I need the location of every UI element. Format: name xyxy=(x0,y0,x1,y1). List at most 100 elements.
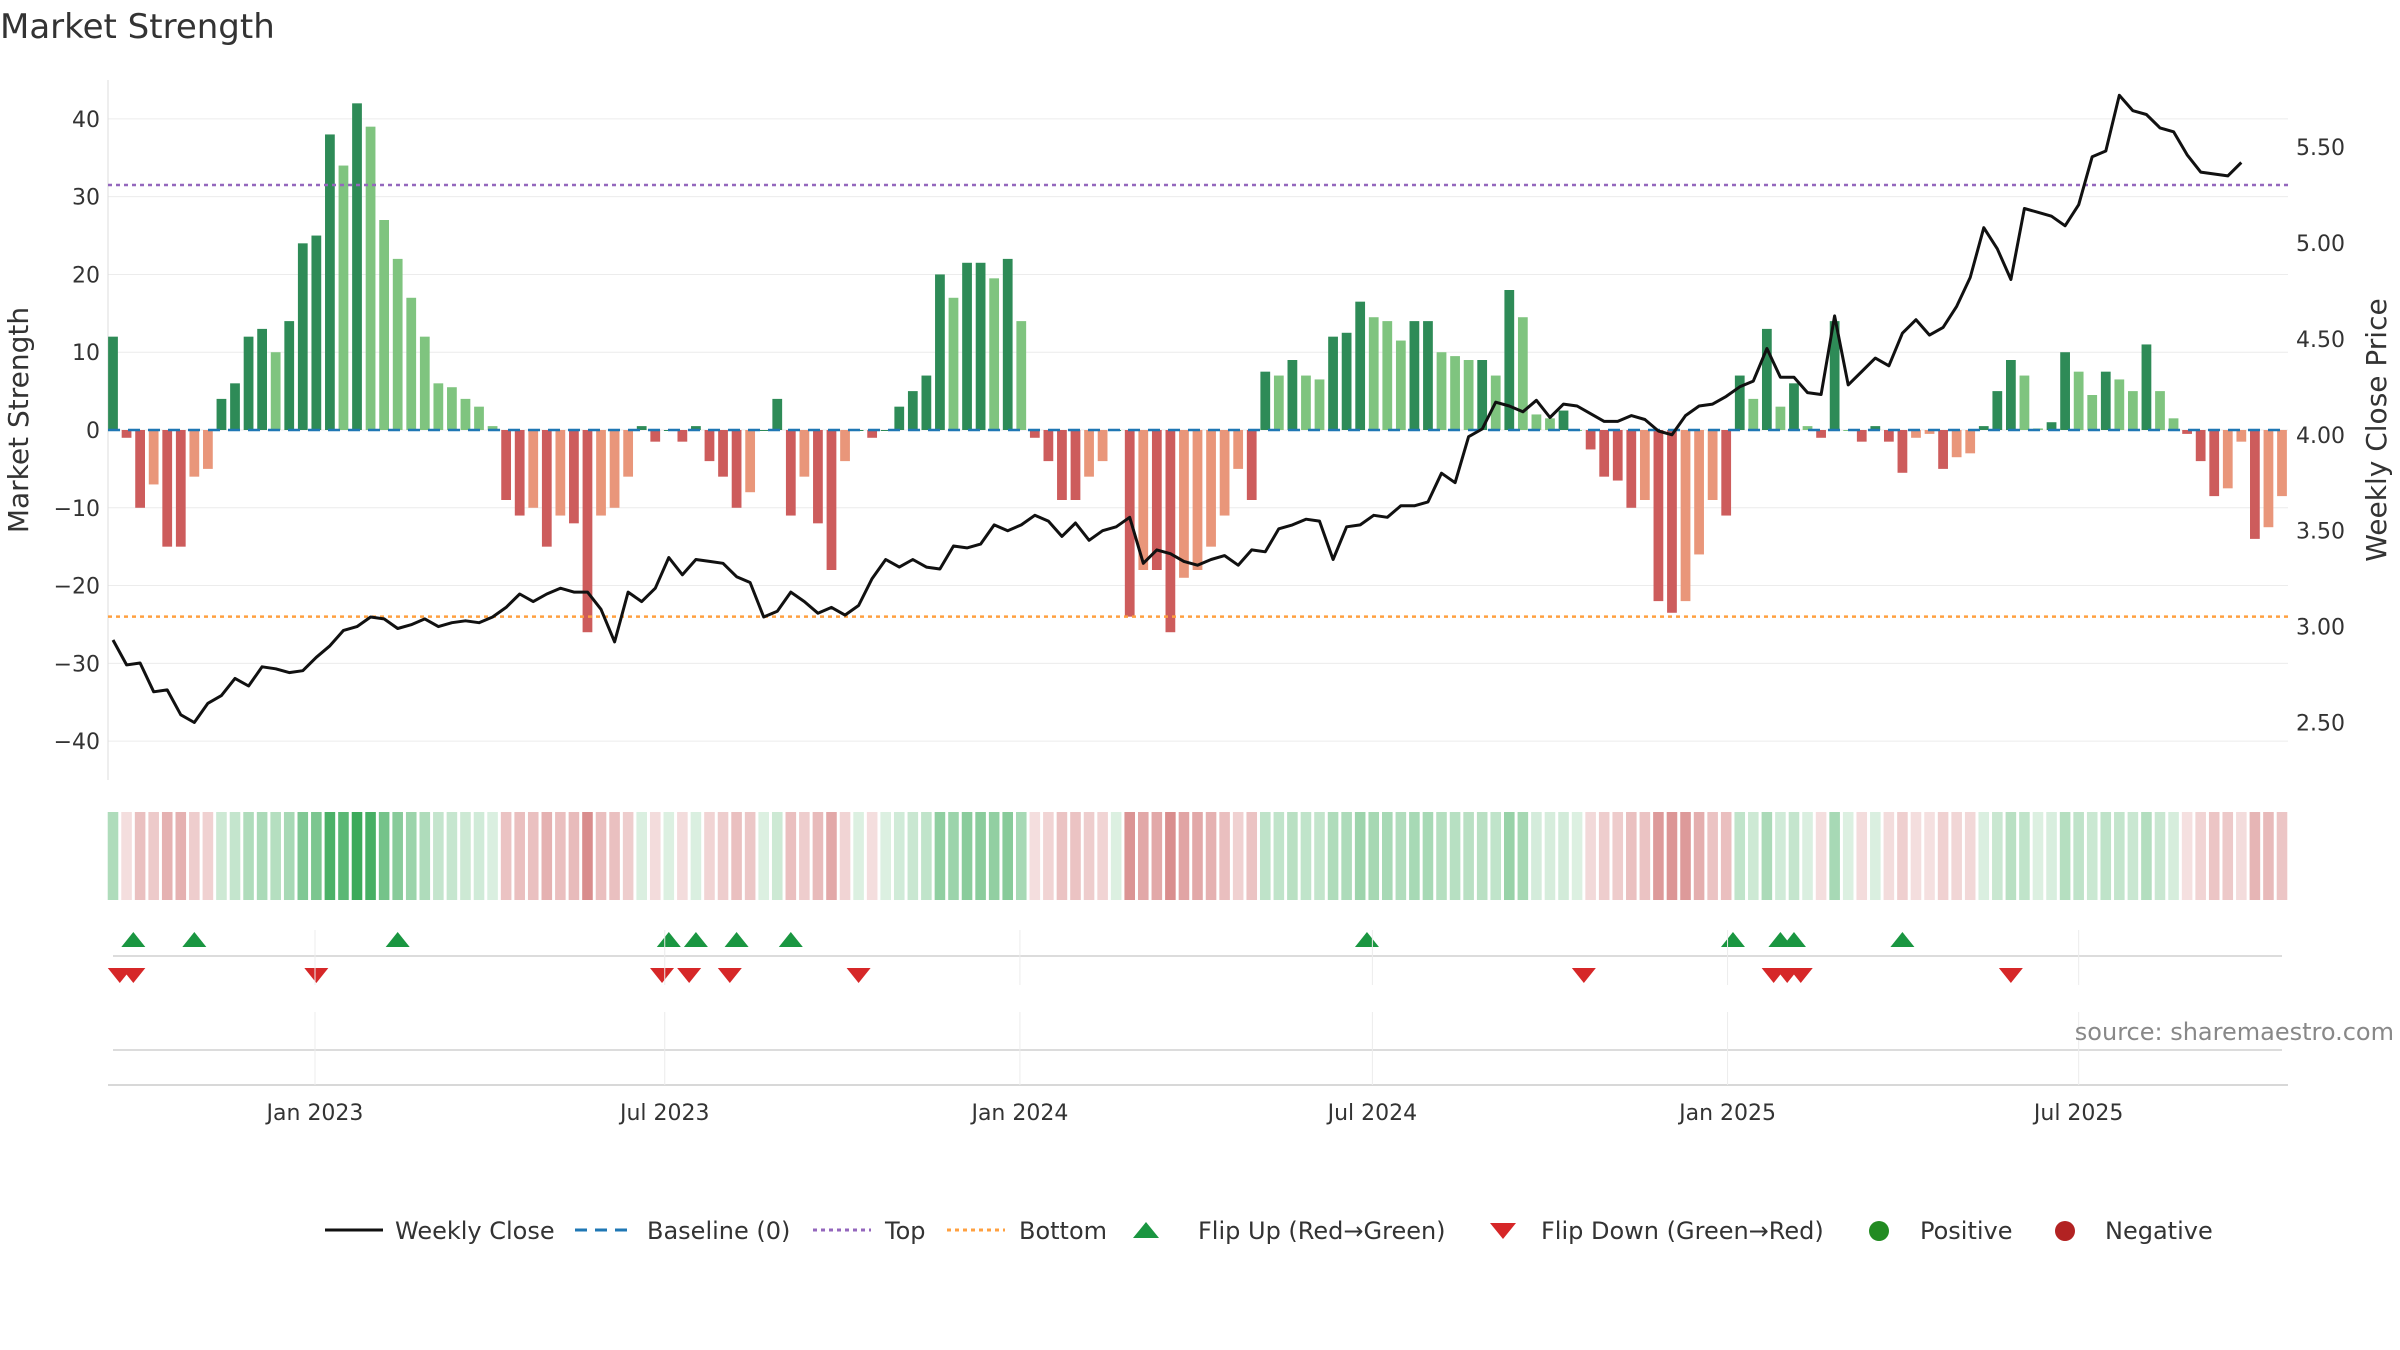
heat-cell xyxy=(229,812,241,900)
left-tick-label: −30 xyxy=(54,652,100,677)
flip-down-marker xyxy=(304,968,329,983)
heat-cell xyxy=(2249,812,2261,900)
strength-bar xyxy=(867,430,878,438)
date-tick-label: Jan 2025 xyxy=(1677,1101,1776,1126)
strength-bar xyxy=(2100,371,2111,430)
heat-cell xyxy=(907,812,919,900)
heat-cell xyxy=(1585,812,1596,900)
heat-cell xyxy=(2141,812,2152,900)
heat-cell xyxy=(1165,812,1176,900)
strength-bar xyxy=(352,103,362,430)
heat-cell xyxy=(1354,812,1366,900)
strength-bar xyxy=(1626,430,1637,508)
heat-cell xyxy=(1124,812,1136,900)
strength-bar xyxy=(1260,371,1271,430)
strength-bar xyxy=(2222,430,2233,489)
strength-bar xyxy=(1206,430,1216,547)
heat-cell xyxy=(1219,812,1230,900)
heat-cell xyxy=(649,812,661,900)
flip-down-marker xyxy=(677,968,702,983)
heat-cell xyxy=(609,812,620,900)
heat-cell xyxy=(283,812,295,900)
heat-cell xyxy=(1056,812,1068,900)
heat-cell xyxy=(2263,812,2274,900)
legend-negative: Negative xyxy=(2105,1217,2213,1245)
heat-cell xyxy=(1192,812,1203,900)
heat-cell xyxy=(1083,812,1095,900)
heat-cell xyxy=(771,812,783,900)
left-tick-label: 0 xyxy=(86,419,100,444)
date-tick-label: Jul 2024 xyxy=(1326,1101,1418,1126)
heat-cell xyxy=(1639,812,1651,900)
heat-cell xyxy=(351,812,363,900)
level-lines xyxy=(108,183,2288,618)
heat-cell xyxy=(2046,812,2057,900)
strength-bar xyxy=(1992,391,2003,430)
left-tick-label: −20 xyxy=(54,575,100,600)
strength-bar xyxy=(189,430,200,477)
strength-bar xyxy=(2155,391,2165,430)
strength-bar xyxy=(772,398,783,430)
strength-bar xyxy=(379,220,390,430)
strength-bar xyxy=(1558,410,1569,430)
strength-bar xyxy=(1395,340,1406,430)
legend-flip-down: Flip Down (Green→Red) xyxy=(1541,1217,1824,1245)
heat-cell xyxy=(1490,812,1502,900)
heat-cell xyxy=(1015,812,1027,900)
strength-bar xyxy=(243,336,254,430)
left-tick-label: 10 xyxy=(72,341,100,366)
strength-bar xyxy=(1680,430,1691,602)
strength-bar xyxy=(2019,375,2030,430)
heat-cell xyxy=(1232,812,1244,900)
strength-bar xyxy=(1219,430,1230,516)
heat-cell xyxy=(1341,812,1352,900)
left-tick-label: 20 xyxy=(72,263,100,288)
strength-bar xyxy=(2087,395,2098,430)
strength-bar xyxy=(1911,430,1921,438)
strength-bar xyxy=(948,297,959,430)
heat-cell xyxy=(2032,812,2044,900)
heat-cell xyxy=(988,812,1000,900)
flip-up-marker xyxy=(121,932,146,947)
heat-cell xyxy=(731,812,742,900)
heat-cell xyxy=(2236,812,2247,900)
strength-bar xyxy=(785,430,796,516)
strength-bar xyxy=(1694,430,1704,555)
heat-cell xyxy=(148,812,159,900)
heat-cell xyxy=(1409,812,1420,900)
strength-bar xyxy=(1233,430,1244,469)
strength-bar xyxy=(460,398,471,430)
strength-bar xyxy=(758,430,769,431)
strength-bar xyxy=(270,352,281,430)
heat-cell xyxy=(433,812,444,900)
heat-cell xyxy=(1666,812,1678,900)
strength-bar xyxy=(325,134,335,430)
strength-bar xyxy=(1477,360,1488,430)
heat-cell xyxy=(1314,812,1325,900)
heat-cell xyxy=(1761,812,1773,900)
heat-cell xyxy=(555,812,566,900)
heat-cell xyxy=(1842,812,1854,900)
heat-cell xyxy=(2276,812,2288,900)
strength-bar xyxy=(1436,352,1447,430)
heat-cell xyxy=(324,812,336,900)
strength-bar xyxy=(2060,352,2070,430)
heat-cell xyxy=(1571,812,1583,900)
strength-bar xyxy=(1070,430,1081,500)
heat-cell xyxy=(677,812,688,900)
heat-cell xyxy=(1246,812,1258,900)
heat-cell xyxy=(378,812,390,900)
strength-bar xyxy=(1409,321,1420,430)
heat-cell xyxy=(1775,812,1786,900)
flip-up-marker xyxy=(683,932,708,947)
strength-bar xyxy=(894,406,905,430)
heat-cell xyxy=(1951,812,1962,900)
heat-cell xyxy=(2168,812,2179,900)
strength-bar xyxy=(609,430,620,508)
strength-bar xyxy=(1165,430,1176,633)
heat-cell xyxy=(1653,812,1664,900)
heat-cell xyxy=(473,812,485,900)
right-tick-label: 5.50 xyxy=(2296,136,2345,161)
heat-cell xyxy=(1598,812,1610,900)
flip-up-marker xyxy=(385,932,410,947)
